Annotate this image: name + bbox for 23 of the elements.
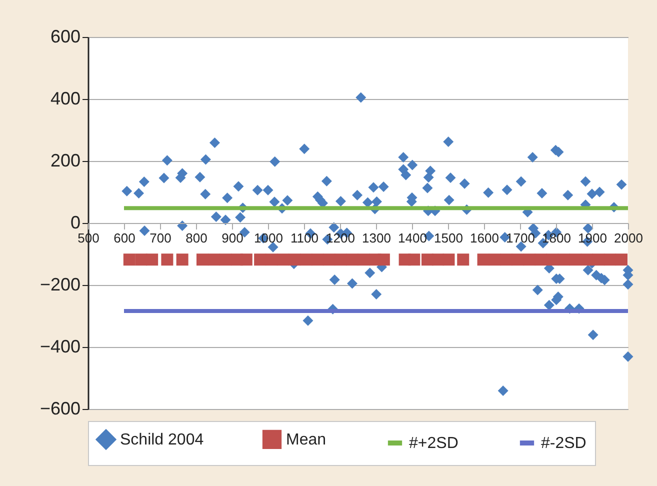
legend-label: #+2SD [409, 435, 458, 452]
x-tick-label: 1600 [470, 230, 499, 246]
x-tick-label: 900 [222, 230, 244, 246]
y-tick-label: 600 [50, 26, 80, 46]
y-tick-label: 400 [50, 88, 80, 108]
x-tick-label: 1500 [434, 230, 463, 246]
x-tick-label: 1900 [578, 230, 607, 246]
x-tick-label: 600 [114, 230, 136, 246]
x-tick-label: 700 [150, 230, 172, 246]
x-tick-label: 1100 [290, 230, 318, 246]
x-tick-label: 1700 [506, 230, 535, 246]
x-tick-label: 1300 [362, 230, 391, 246]
legend-label: Mean [286, 431, 326, 448]
y-tick-label: −600 [40, 398, 80, 418]
x-tick-label: 800 [186, 230, 208, 246]
legend-label: #-2SD [541, 435, 586, 452]
legend-label: Schild 2004 [120, 431, 204, 448]
x-tick-label: 2000 [614, 230, 643, 246]
y-tick-label: −200 [40, 274, 80, 294]
y-tick-label: 0 [70, 212, 80, 232]
y-tick-label: −400 [40, 336, 80, 356]
y-tick-label: 200 [50, 150, 80, 170]
x-tick-label: 1400 [398, 230, 427, 246]
